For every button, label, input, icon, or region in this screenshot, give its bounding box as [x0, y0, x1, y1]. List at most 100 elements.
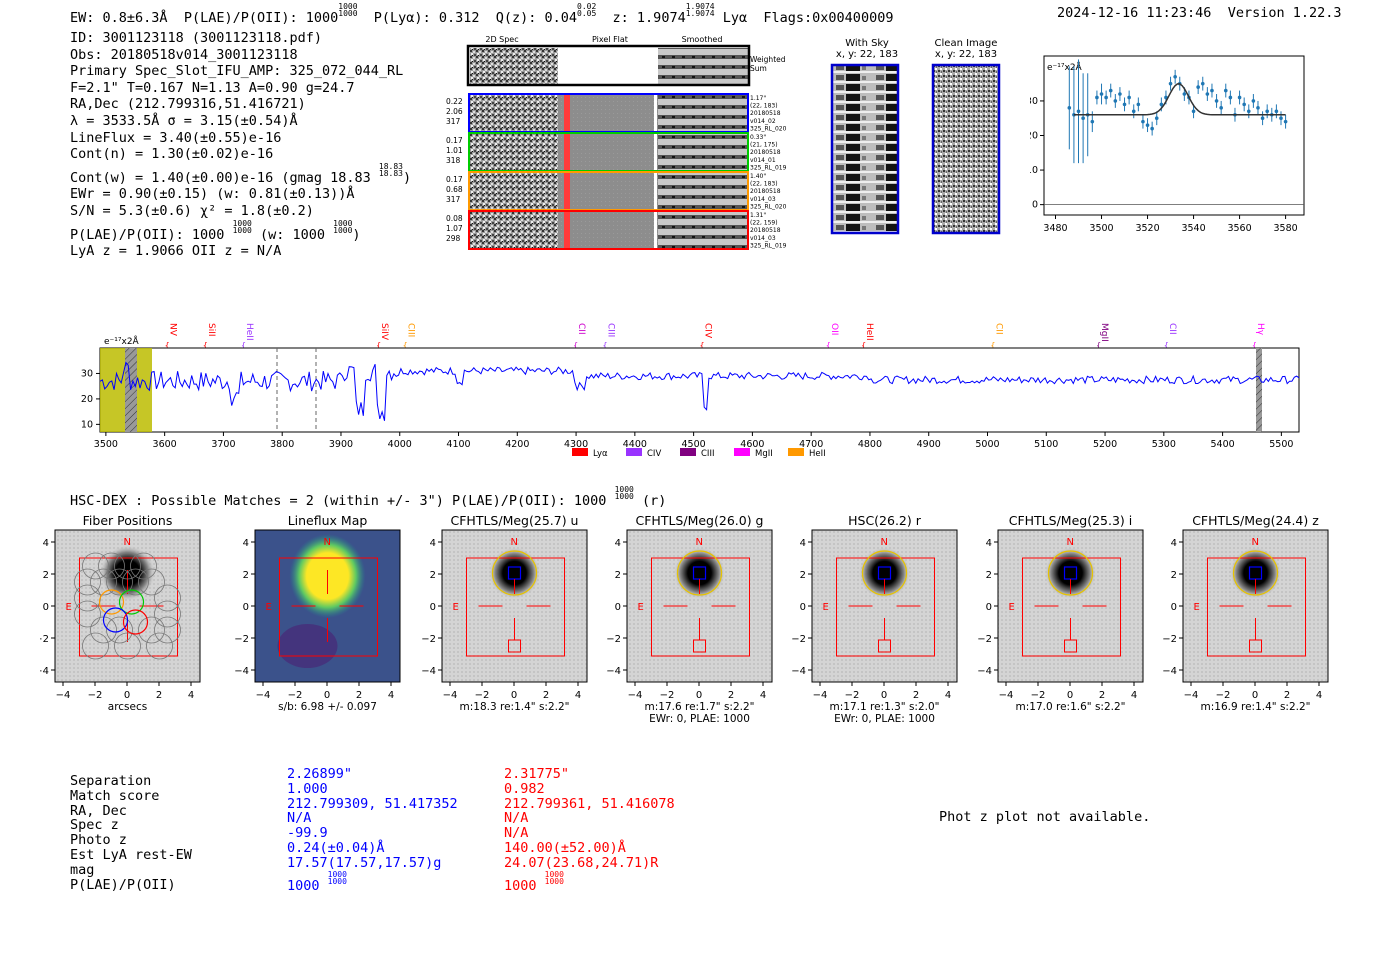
clean-image-xy: x, y: 22, 183	[934, 49, 998, 60]
panel-ytick-label: −4	[1162, 666, 1177, 677]
panel-xtick-label: −4	[628, 690, 643, 701]
fiber-circle	[122, 568, 149, 596]
source-blob	[673, 547, 726, 599]
panel-xtick-label: 0	[511, 690, 517, 701]
info-lambda: λ = 3533.5Å σ = 3.15(±0.54)Å	[70, 112, 298, 129]
spectrum-legend-label: Lyα	[593, 449, 608, 459]
panel-ytick-label: 0	[800, 602, 806, 613]
panel-xtick-label: 4	[575, 690, 581, 701]
spectrum-line-bracket: {	[861, 341, 866, 350]
fiber-circle	[98, 552, 125, 580]
panel-xtick-label: 4	[388, 690, 394, 701]
cutout-right-label: v014_01	[750, 157, 776, 164]
panel-ytick-label: 4	[615, 538, 621, 549]
match-circle	[1232, 550, 1279, 596]
panel-ytick-label: 2	[243, 570, 249, 581]
info-contw-text: Cont(w) = 1.40(±0.00)e-16 (gmag 18.83	[70, 169, 371, 186]
panel-xtick-label: 0	[124, 690, 130, 701]
east-label: E	[823, 602, 829, 613]
cutout-right-label: 20180518	[750, 227, 781, 234]
match-circle	[491, 550, 538, 596]
east-label: E	[453, 602, 459, 613]
cutout-right-label: 1.17"	[750, 95, 766, 102]
spectrum-xtick-label: 5100	[1034, 439, 1058, 450]
line-fit-point	[1168, 81, 1173, 86]
line-fit-xtick-label: 3580	[1273, 223, 1297, 234]
line-fit-point	[1076, 109, 1081, 114]
cutout-header-smoothed: Smoothed	[682, 35, 723, 44]
imaging-panel-group: Fiber Positions N E 4 2 0 −2 −4 −4 −2 0 2 4 arcsecs Li…	[40, 513, 1329, 725]
fiber-circle	[146, 632, 173, 660]
match-plae-lo: 1000	[327, 876, 347, 886]
imaging-panel-footer: m:16.9 re:1.4" s:2.2"	[1201, 701, 1311, 713]
match-row-label: mag	[70, 861, 95, 878]
spectrum-line-bracket: {	[376, 341, 381, 350]
imaging-panel: CFHTLS/Meg(24.4) z N E 4 2 0 −2 −4 −4 −2 0 2 4 m:16.9…	[1162, 513, 1329, 713]
match-circle	[1047, 550, 1094, 596]
line-fit-point	[1246, 109, 1251, 114]
spectrum-line-label: CII	[993, 323, 1003, 335]
imaging-panel-footer: m:17.1 re:1.3" s:2.0"	[830, 701, 940, 713]
spectrum-flux-line	[99, 361, 1300, 421]
info-plae: P(LAE)/P(OII): 1000 1000 1000 (w: 1000 10…	[70, 218, 361, 243]
spectrum-legend-label: MgII	[755, 449, 773, 459]
panel-ytick-label: 0	[986, 602, 992, 613]
phot-z-message: Phot z plot not available.	[939, 809, 1151, 825]
fiber-circle	[154, 600, 181, 628]
spectrum-line-bracket: {	[699, 341, 704, 350]
cutout-left-label: 0.68	[446, 185, 463, 194]
spectrum-legend-swatch	[734, 448, 750, 456]
panel-ytick-label: −2	[421, 634, 436, 645]
cutout-right-label: v014_02	[750, 118, 776, 125]
east-label: E	[1009, 602, 1015, 613]
aperture-box	[651, 557, 750, 657]
line-fit-point	[1251, 99, 1256, 103]
line-fit-ticks: 3480 3500 3520 3540 3560 3580 0 10 20 30	[1030, 96, 1298, 234]
hsc-title-hi: 1000	[614, 485, 634, 494]
spectrum-line-bracket: {	[1252, 341, 1257, 350]
line-fit-point	[1228, 95, 1233, 100]
panel-ytick-label: −2	[791, 634, 806, 645]
imaging-panel: CFHTLS/Meg(26.0) g N E 4 2 0 −2 −4 −4 −2 0 2 4 m:17.6…	[606, 513, 773, 725]
header-qz-hi: 0.02	[577, 2, 597, 11]
spectrum-line-bracket: {	[165, 341, 170, 350]
clean-image	[931, 63, 1001, 235]
line-fit-point	[1191, 109, 1196, 114]
imaging-panels: Fiber Positions N E 4 2 0 −2 −4 −4 −2 0 2 4 arcsecs Li…	[40, 513, 1329, 725]
north-label: N	[324, 537, 331, 548]
imaging-panel-title: CFHTLS/Meg(26.0) g	[636, 513, 764, 528]
fiber-circle	[114, 632, 141, 660]
fiber-circle	[82, 632, 109, 660]
spectrum-line-bracket: {	[403, 341, 408, 350]
imaging-panel-title: CFHTLS/Meg(25.3) i	[1009, 513, 1133, 528]
header-z: z: 1.9074	[612, 10, 686, 26]
info-plae-hi: 1000	[232, 218, 252, 228]
panel-xtick-label: −4	[1184, 690, 1199, 701]
match-table-red: 2.31775" 0.982 212.799361, 51.416078 N/A N/A…	[504, 767, 675, 893]
panel-ytick-label: 0	[43, 602, 49, 613]
panel-xtick-label: −4	[813, 690, 828, 701]
panel-xtick-label: 4	[945, 690, 951, 701]
panel-xtick-label: 0	[696, 690, 702, 701]
spectrum-xtick-label: 3600	[153, 439, 177, 450]
line-fit-model	[1073, 83, 1286, 116]
cutout-bad-column	[564, 133, 570, 171]
panel-ytick-label: 2	[430, 570, 436, 581]
line-fit-point	[1131, 109, 1136, 114]
cutout-left-label: 0.17	[446, 136, 463, 145]
weighted-label-2: Sum	[750, 64, 767, 73]
panel-xtick-label: −2	[475, 690, 490, 701]
match-circle	[676, 550, 723, 596]
line-fit-point	[1081, 116, 1085, 121]
panel-xtick-label: −2	[88, 690, 103, 701]
match-row-label: Separation	[70, 773, 152, 789]
east-label: E	[266, 602, 272, 613]
info-contn: Cont(n) = 1.30(±0.02)e-16	[70, 146, 274, 163]
cutout-right-label: 1.31"	[750, 212, 766, 219]
match-row-label: P(LAE)/P(OII)	[70, 876, 176, 893]
info-lyaz: LyA z = 1.9066 OII z = N/A	[70, 243, 282, 260]
fiber-circle-highlight	[118, 589, 145, 615]
fiber-circle	[90, 568, 117, 596]
